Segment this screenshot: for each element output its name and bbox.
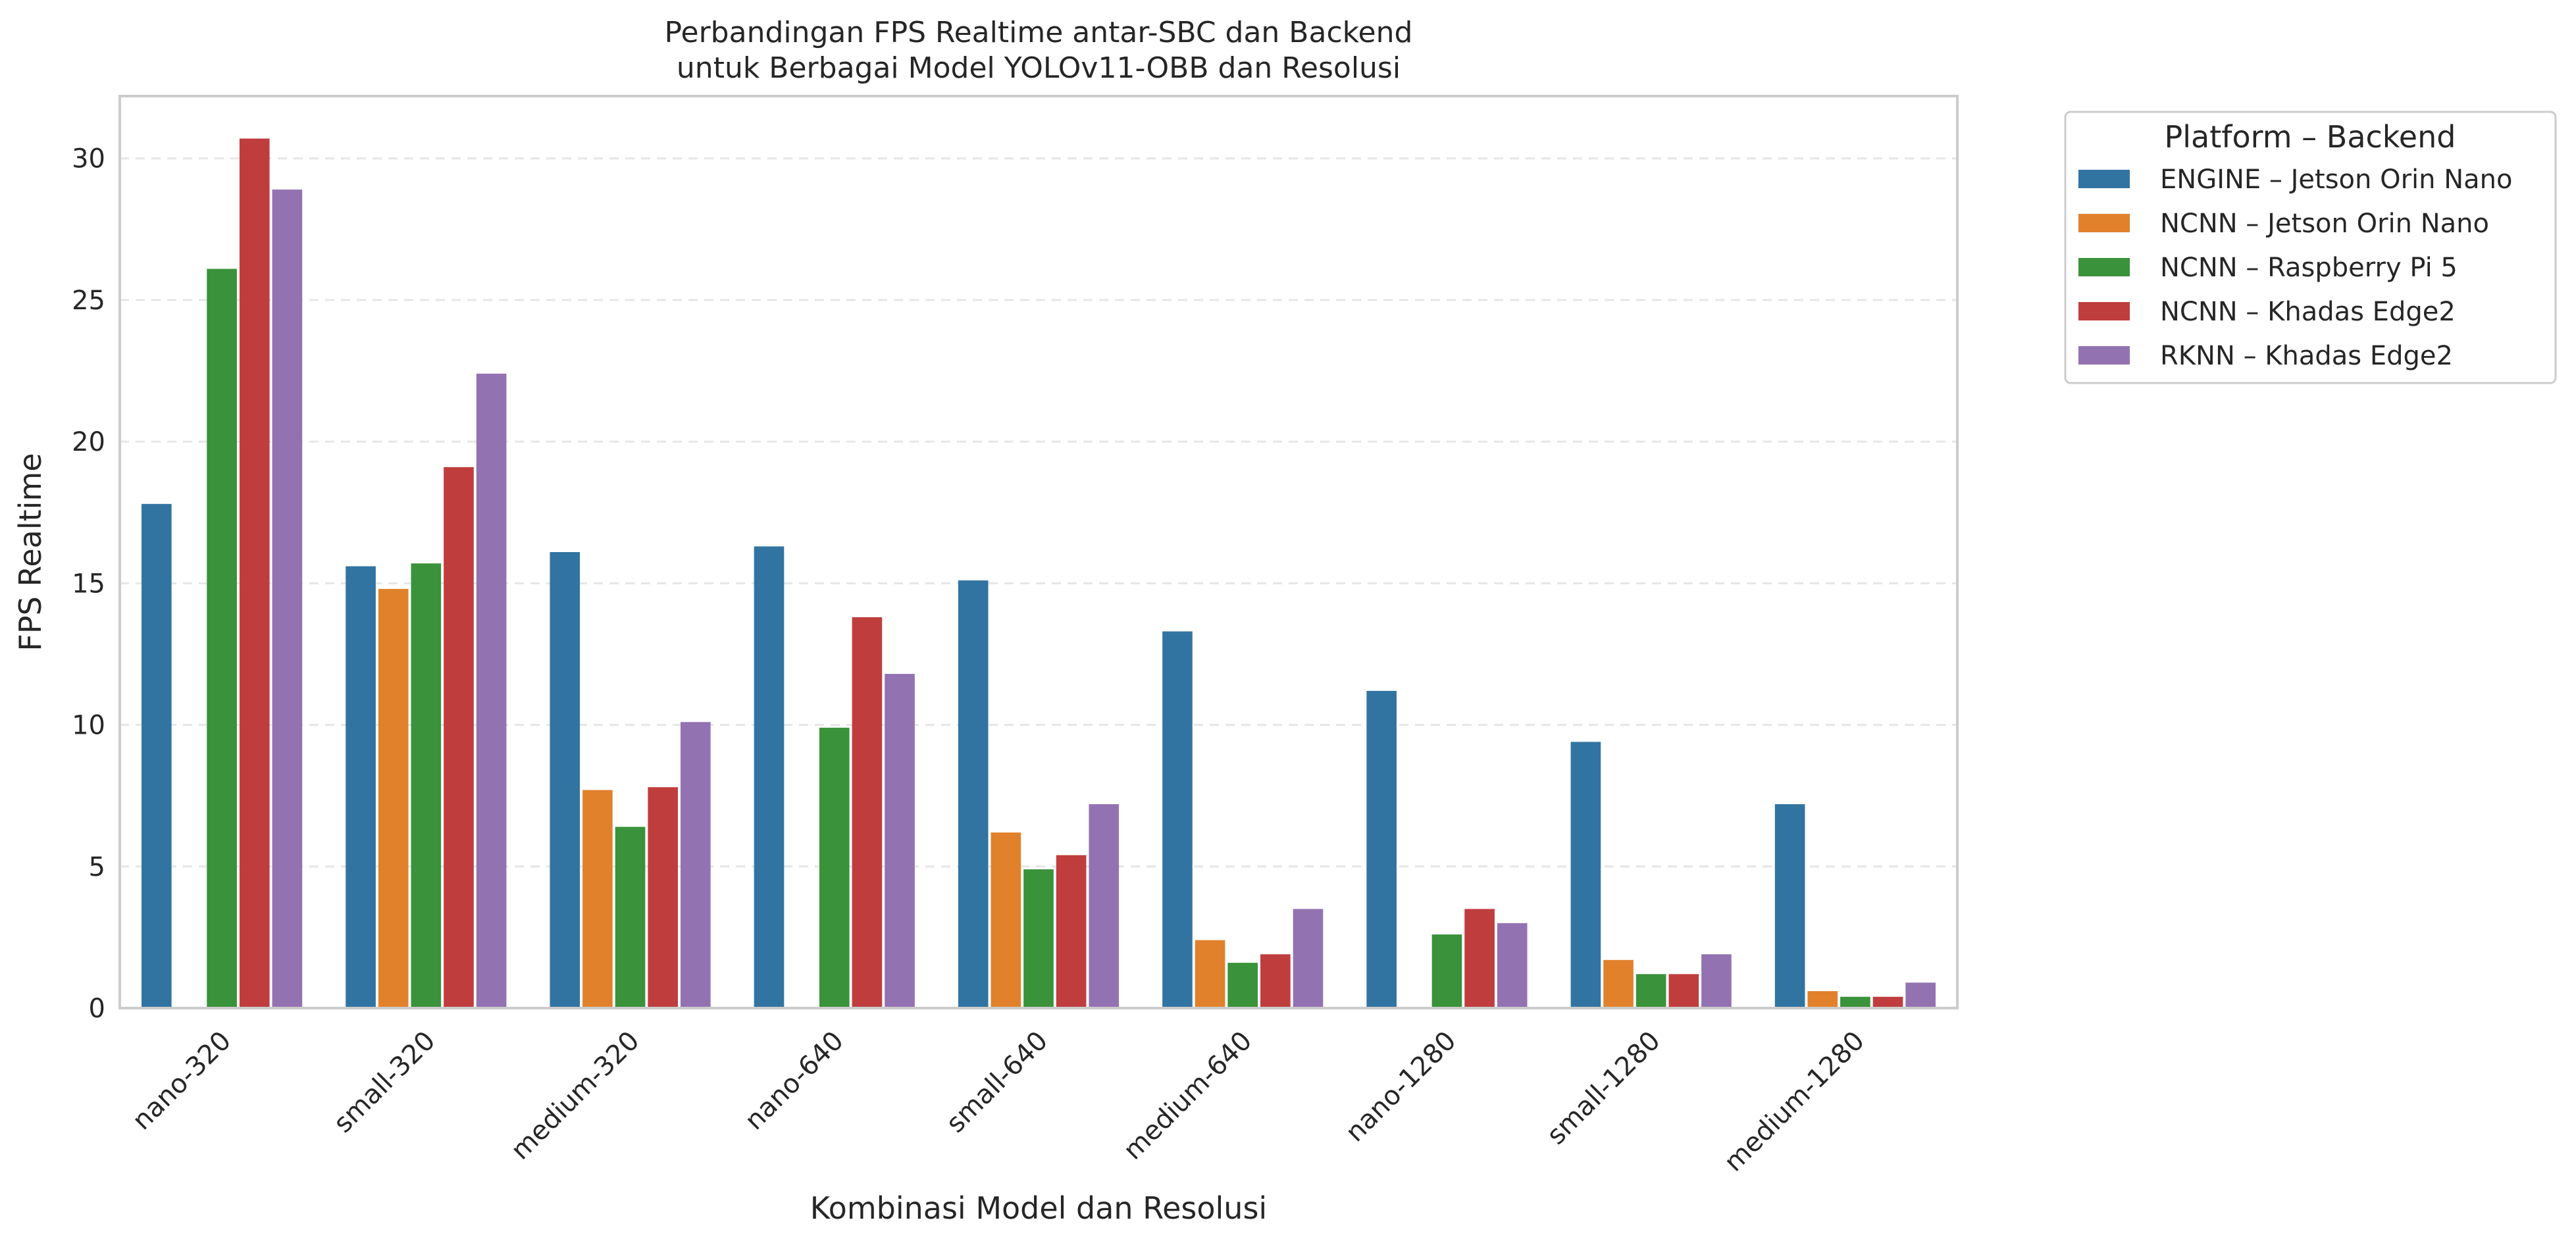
bar — [852, 617, 883, 1008]
legend-swatch — [2078, 302, 2130, 320]
bar — [754, 546, 785, 1008]
legend-label: NCNN – Jetson Orin Nano — [2160, 209, 2489, 239]
bar — [1603, 959, 1634, 1008]
bar — [1260, 954, 1291, 1008]
legend-label: ENGINE – Jetson Orin Nano — [2160, 165, 2512, 195]
y-tick-label: 30 — [72, 144, 105, 174]
bar — [1905, 982, 1936, 1008]
legend: Platform – Backend ENGINE – Jetson Orin … — [2064, 111, 2557, 384]
legend-label: NCNN – Raspberry Pi 5 — [2160, 253, 2458, 283]
bar — [142, 503, 172, 1008]
bar — [1162, 631, 1193, 1008]
y-tick-label: 5 — [89, 852, 105, 882]
bar — [1636, 974, 1666, 1008]
bar — [1840, 996, 1870, 1008]
bar — [1089, 804, 1120, 1008]
bar — [1195, 940, 1225, 1008]
legend-label: RKNN – Khadas Edge2 — [2160, 341, 2453, 371]
x-tick-label: medium-640 — [1118, 1026, 1258, 1166]
x-tick-label: small-1280 — [1541, 1026, 1666, 1151]
bar — [1431, 934, 1462, 1008]
x-tick-label: nano-1280 — [1340, 1026, 1462, 1148]
y-axis-label: FPS Realtime — [13, 453, 48, 651]
y-axis-ticks: 0 5 10 15 20 25 30 — [72, 144, 105, 1024]
bar — [681, 722, 711, 1008]
x-tick-label: medium-320 — [505, 1026, 646, 1166]
bar — [1227, 963, 1258, 1008]
bar — [207, 268, 237, 1009]
x-tick-label: small-320 — [328, 1026, 441, 1139]
bar — [1497, 923, 1528, 1008]
chart-title-line-1: Perbandingan FPS Realtime antar-SBC dan … — [665, 16, 1413, 49]
bar — [1023, 869, 1054, 1008]
bar — [476, 373, 507, 1008]
legend-swatch — [2078, 346, 2130, 365]
legend-swatch — [2078, 214, 2130, 232]
bar — [1293, 909, 1324, 1008]
bar — [444, 467, 474, 1008]
bar — [239, 138, 270, 1009]
x-tick-label: nano-640 — [739, 1026, 850, 1136]
bar — [1774, 804, 1805, 1008]
bar — [648, 787, 679, 1008]
bar — [885, 674, 915, 1008]
bar — [272, 190, 303, 1009]
x-tick-label: medium-1280 — [1718, 1026, 1870, 1178]
legend-items: ENGINE – Jetson Orin Nano NCNN – Jetson O… — [2078, 165, 2512, 371]
x-tick-label: nano-320 — [126, 1026, 237, 1136]
legend-swatch — [2078, 170, 2130, 188]
bar — [1464, 909, 1495, 1008]
bar — [1366, 690, 1397, 1008]
x-tick-label: small-640 — [940, 1026, 1054, 1139]
bar — [1807, 991, 1838, 1008]
bar — [1872, 996, 1903, 1008]
plot-frame — [118, 95, 1959, 1009]
y-tick-label: 15 — [72, 569, 105, 599]
y-tick-label: 10 — [72, 711, 105, 741]
bar — [1701, 954, 1732, 1008]
legend-swatch — [2078, 258, 2130, 276]
bar — [1668, 974, 1699, 1008]
legend-label: NCNN – Khadas Edge2 — [2160, 297, 2456, 327]
y-tick-label: 0 — [89, 994, 105, 1024]
x-axis-label: Kombinasi Model dan Resolusi — [810, 1190, 1267, 1226]
bar — [378, 588, 409, 1008]
bar — [991, 832, 1021, 1008]
bar — [582, 790, 613, 1008]
bar — [819, 727, 850, 1008]
bar — [958, 580, 989, 1008]
legend-box — [2064, 111, 2557, 384]
legend-title: Platform – Backend — [2165, 119, 2456, 155]
y-tick-label: 25 — [72, 286, 105, 316]
bar-groups — [142, 138, 1936, 1009]
bar — [346, 566, 376, 1008]
bar — [1056, 855, 1087, 1008]
bar — [411, 563, 442, 1008]
y-tick-label: 20 — [72, 427, 105, 457]
x-axis-ticks: nano-320 small-320 medium-320 nano-640 small… — [126, 1026, 1870, 1178]
bar — [550, 552, 580, 1008]
chart-title-line-2: untuk Berbagai Model YOLOv11-OBB dan Res… — [677, 51, 1401, 85]
bar — [615, 826, 646, 1008]
bar — [1570, 742, 1601, 1008]
